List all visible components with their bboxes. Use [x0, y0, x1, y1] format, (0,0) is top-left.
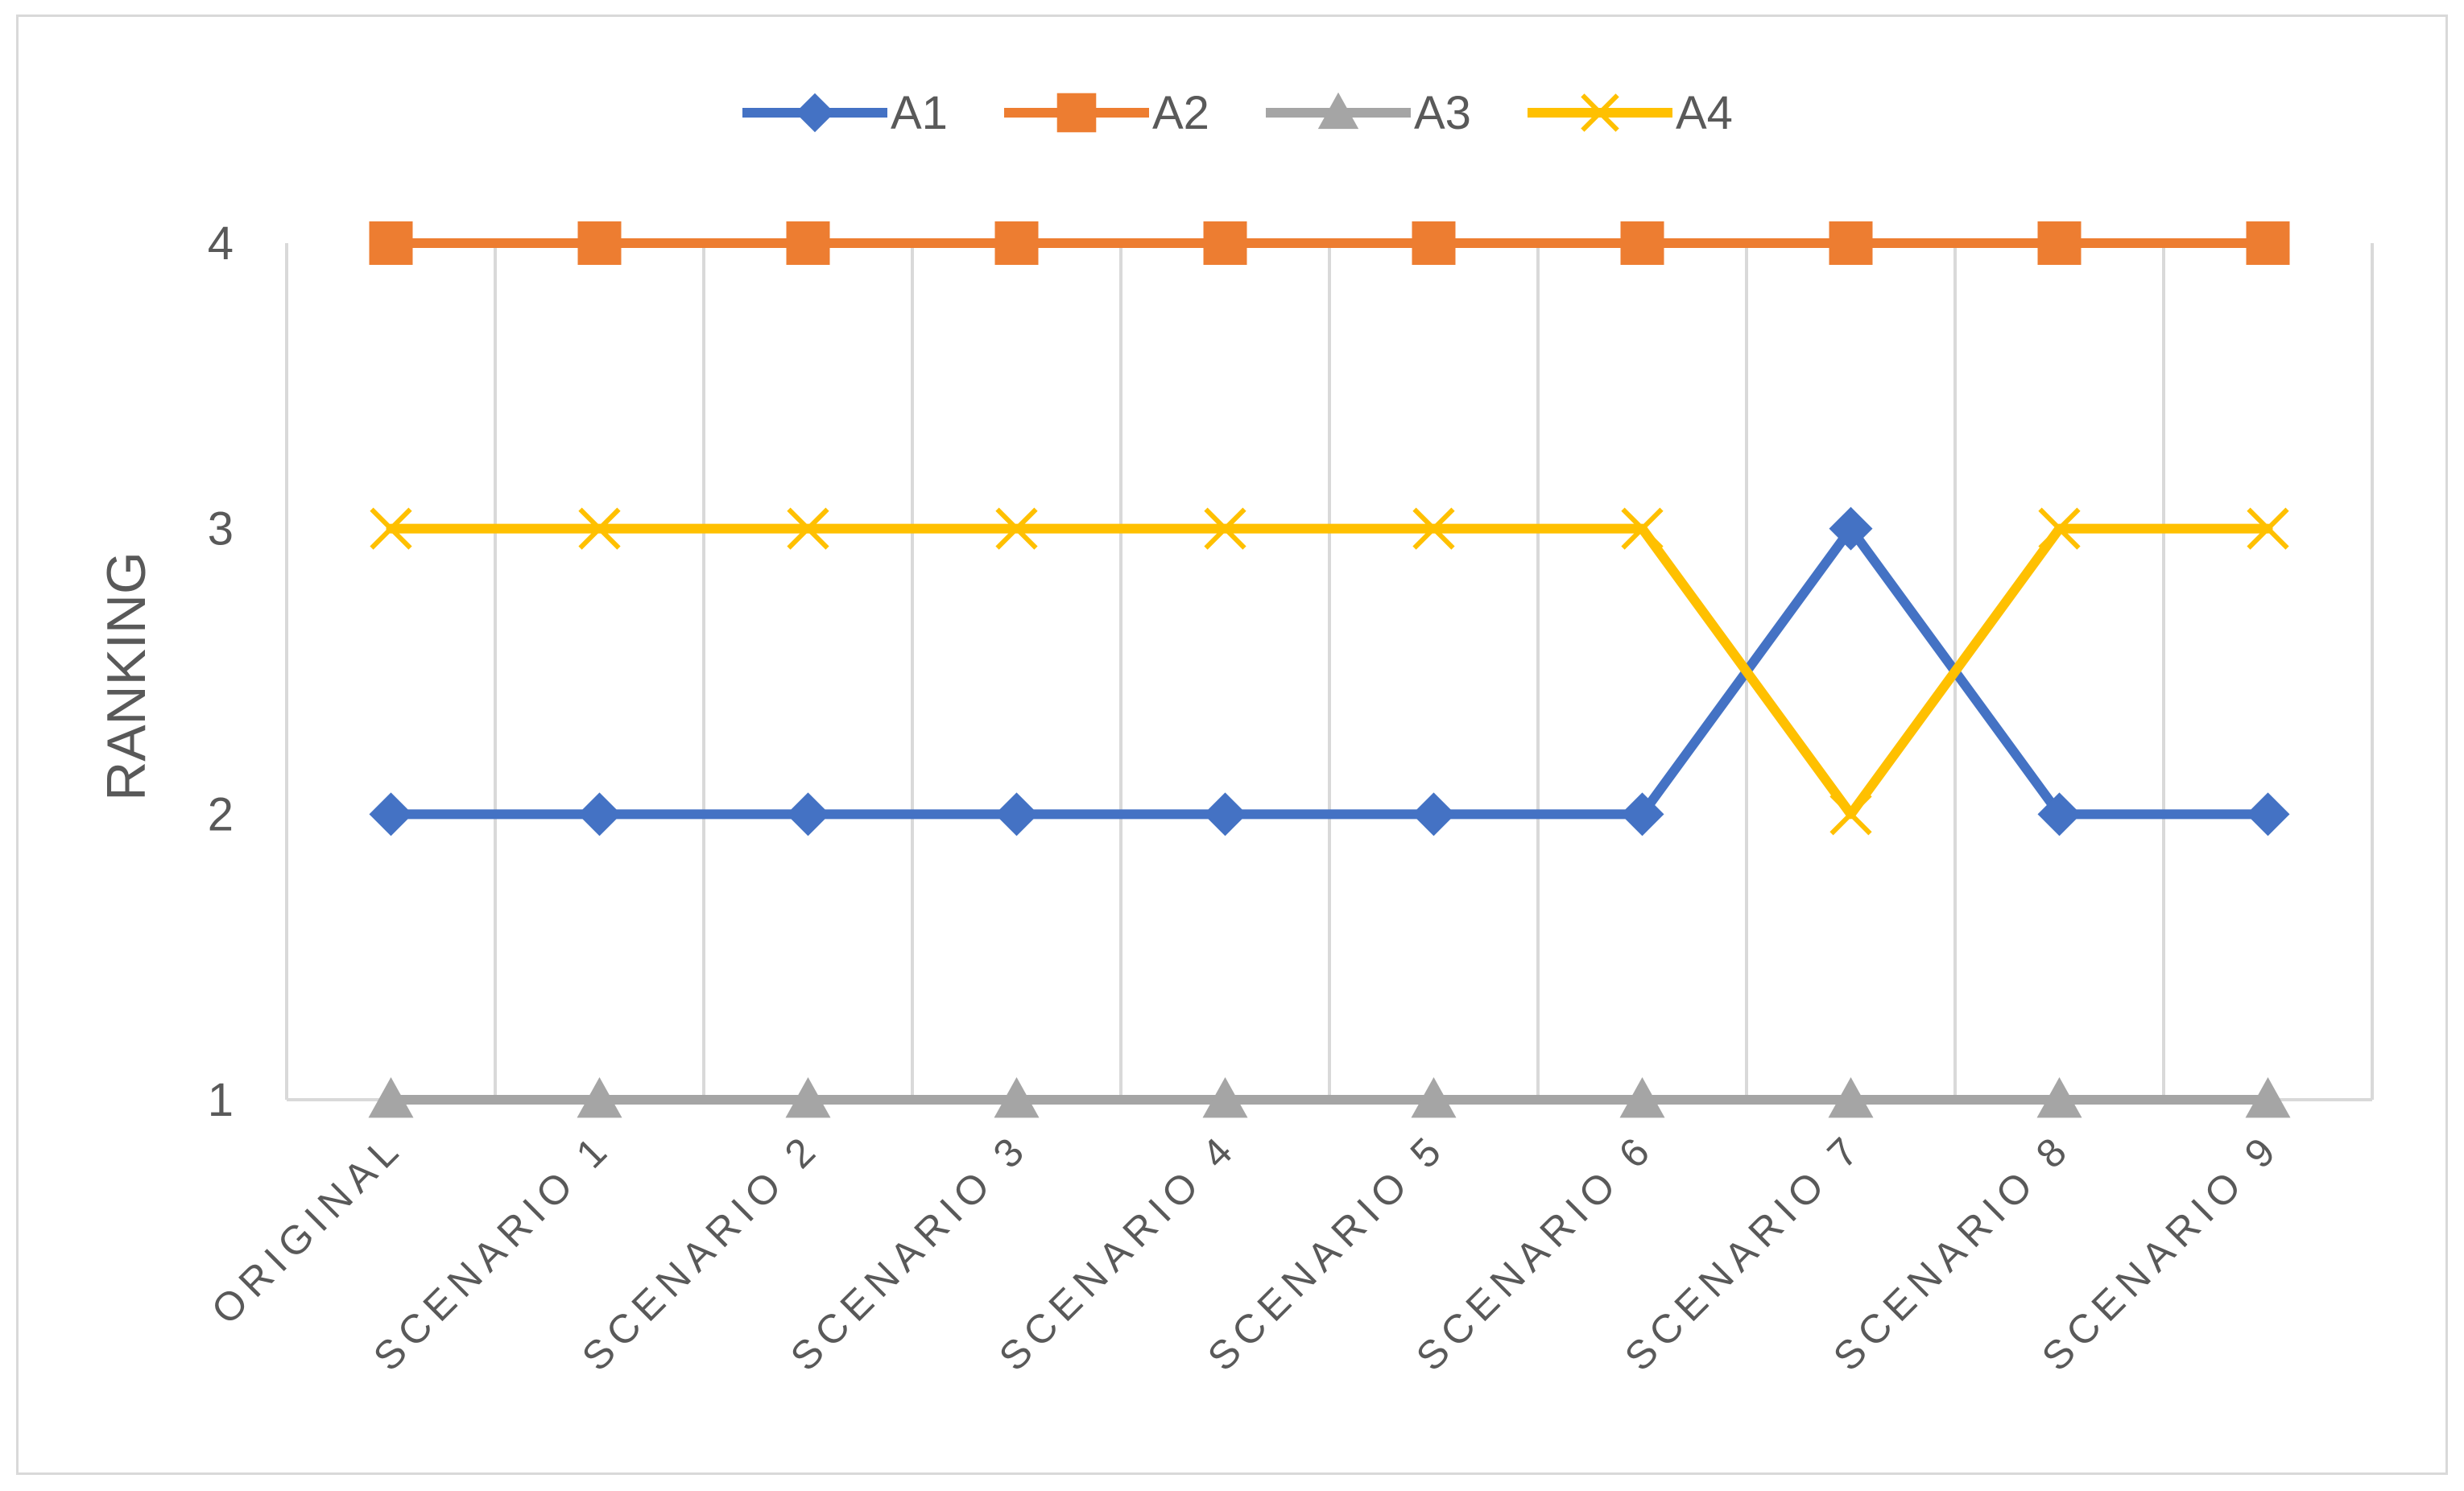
legend: A1 A2 A3 A4	[742, 87, 1733, 139]
data-point-marker	[2038, 507, 2081, 550]
series-lines	[368, 221, 2291, 1118]
series-A2	[369, 221, 2290, 265]
data-point-marker	[2037, 792, 2082, 836]
data-point-marker	[1412, 221, 1456, 265]
data-point-marker	[1202, 1077, 1248, 1118]
data-point-marker	[1829, 506, 1873, 551]
data-point-marker	[2247, 507, 2289, 550]
data-point-marker	[577, 792, 622, 836]
x-tick-label: ORIGINAL	[203, 1124, 411, 1332]
data-point-marker	[786, 792, 830, 836]
data-point-marker	[995, 507, 1038, 550]
data-point-marker	[1412, 507, 1455, 550]
data-point-marker	[1411, 1077, 1457, 1118]
series-line	[386, 523, 2273, 820]
data-point-marker	[1056, 93, 1097, 133]
data-point-marker	[1412, 792, 1456, 836]
data-point-marker	[368, 1077, 414, 1118]
data-point-marker	[369, 792, 413, 836]
y-tick-label: 1	[208, 1074, 234, 1126]
y-axis-ticks: 1 2 3 4	[208, 217, 234, 1126]
data-point-marker	[2246, 221, 2290, 265]
data-point-marker	[369, 221, 413, 265]
data-point-marker	[994, 1077, 1040, 1118]
data-point-marker	[787, 507, 829, 550]
data-point-marker	[1828, 1077, 1874, 1118]
legend-item: A4	[1528, 87, 1733, 139]
data-point-marker	[578, 507, 621, 550]
data-point-marker	[1317, 92, 1359, 130]
data-point-marker	[2245, 1077, 2291, 1118]
data-point-marker	[994, 221, 1039, 265]
y-tick-label: 2	[208, 788, 234, 840]
data-point-marker	[786, 221, 830, 265]
y-tick-label: 4	[208, 217, 234, 270]
axis-titles: RANKING	[96, 551, 157, 801]
data-point-marker	[795, 93, 835, 133]
y-tick-label: 3	[208, 503, 234, 556]
data-point-marker	[1829, 221, 1873, 265]
legend-item: A2	[1004, 87, 1209, 139]
data-point-marker	[1620, 792, 1664, 836]
data-point-marker	[1619, 1077, 1665, 1118]
data-point-marker	[1620, 221, 1664, 265]
data-point-marker	[577, 1077, 622, 1118]
legend-item: A1	[742, 87, 948, 139]
legend-label: A3	[1414, 87, 1471, 139]
data-point-marker	[994, 792, 1039, 836]
data-point-marker	[1203, 221, 1247, 265]
y-axis-title: RANKING	[96, 551, 157, 801]
data-point-marker	[2037, 221, 2082, 265]
data-point-marker	[1203, 792, 1247, 836]
legend-label: A4	[1676, 87, 1733, 139]
series-A4	[370, 507, 2289, 836]
data-point-marker	[370, 507, 412, 550]
data-point-marker	[1204, 507, 1246, 550]
legend-label: A2	[1152, 87, 1209, 139]
data-point-marker	[2246, 792, 2290, 836]
data-point-marker	[1581, 93, 1619, 132]
data-point-marker	[577, 221, 622, 265]
legend-label: A1	[891, 87, 948, 139]
data-point-marker	[1621, 507, 1664, 550]
data-point-marker	[2036, 1077, 2082, 1118]
series-A3	[368, 1077, 2291, 1118]
gridlines	[285, 243, 2374, 1101]
data-point-marker	[1829, 793, 1872, 836]
data-point-marker	[785, 1077, 831, 1118]
legend-item: A3	[1266, 87, 1471, 139]
